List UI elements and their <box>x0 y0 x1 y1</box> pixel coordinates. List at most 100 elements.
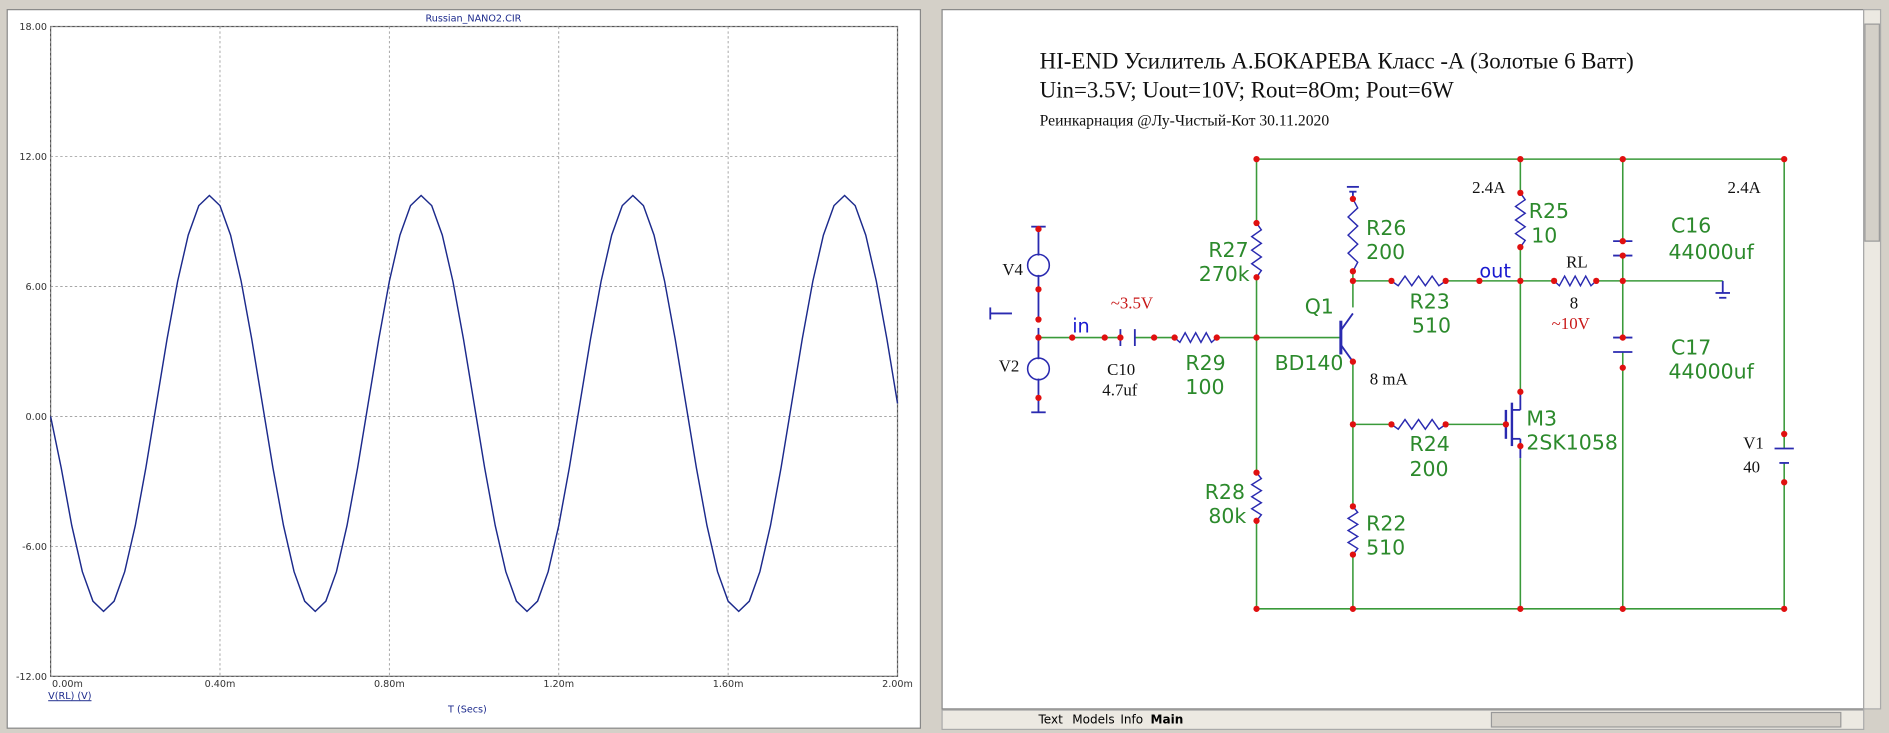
schematic-title: HI-END Усилитель А.БОКАРЕВА Класс -А (Зо… <box>1040 49 1634 74</box>
label: R27 <box>1208 238 1248 262</box>
label: V2 <box>999 356 1020 375</box>
node-dot <box>1101 334 1108 341</box>
x-tick-label: 1.20m <box>543 679 574 690</box>
tab[interactable]: Info <box>1120 712 1143 726</box>
label: 10 <box>1531 223 1557 247</box>
label: in <box>1072 315 1090 338</box>
node-dot <box>1035 316 1042 323</box>
tab[interactable]: Main <box>1151 712 1184 726</box>
node-dot <box>1619 237 1626 245</box>
node-dot <box>1253 605 1260 612</box>
node-dot <box>1517 442 1524 450</box>
node-dot <box>1349 421 1357 428</box>
node-dot <box>1213 334 1220 341</box>
label: R22 <box>1366 511 1406 535</box>
tab[interactable]: Models <box>1072 712 1114 726</box>
label: 80k <box>1208 504 1246 528</box>
label: 510 <box>1412 314 1451 338</box>
node-dot <box>1253 334 1260 341</box>
schematic: HI-END Усилитель А.БОКАРЕВА Класс -А (Зо… <box>989 49 1794 612</box>
y-tick-label: 6.00 <box>26 282 47 293</box>
y-tick-label: -6.00 <box>22 542 47 553</box>
node-dot <box>1502 421 1510 428</box>
node-dot <box>1253 156 1260 163</box>
symbol-line <box>1340 344 1354 363</box>
node-dot <box>1517 244 1524 251</box>
label: 200 <box>1410 457 1449 481</box>
label: 8 <box>1570 294 1578 313</box>
label: R26 <box>1366 216 1406 240</box>
node-dot <box>1253 517 1260 524</box>
node-dot <box>1517 156 1524 163</box>
node-dot <box>1253 469 1260 476</box>
node-dot <box>1388 277 1395 285</box>
node-dot <box>1349 605 1357 612</box>
resistor <box>1250 472 1263 522</box>
label: 2.4A <box>1728 178 1762 197</box>
node-dot <box>1517 388 1524 395</box>
label: R29 <box>1185 351 1225 375</box>
label: BD140 <box>1275 351 1344 375</box>
node-dot <box>1150 334 1158 341</box>
label: 2.4A <box>1472 178 1506 197</box>
label: R28 <box>1205 480 1245 504</box>
node-dot <box>1388 421 1395 428</box>
schematic-credit: Реинкарнация @Лу-Чистый-Кот 30.11.2020 <box>1040 112 1330 129</box>
schematic-subtitle: Uin=3.5V; Uout=10V; Rout=8Om; Pout=6W <box>1040 78 1454 103</box>
label: V4 <box>1002 260 1023 279</box>
node-dot <box>1517 605 1524 612</box>
h-scroll-thumb[interactable] <box>1490 711 1842 728</box>
node-dot <box>1781 479 1788 486</box>
x-tick-label: 0.40m <box>205 679 236 690</box>
node-dot <box>1035 286 1042 293</box>
schematic-pane <box>941 9 1865 710</box>
label: RL <box>1566 253 1588 272</box>
label: 44000uf <box>1669 240 1755 264</box>
node-dot <box>1069 334 1076 341</box>
label: R23 <box>1410 290 1450 314</box>
node-dot <box>1349 503 1357 510</box>
label: out <box>1479 259 1511 282</box>
label: Q1 <box>1305 294 1334 318</box>
tabs: Text Models Info Main <box>1037 712 1183 726</box>
resistor <box>1553 274 1597 288</box>
label: C16 <box>1671 214 1711 238</box>
node-dot <box>1349 277 1357 285</box>
resistor <box>1347 198 1359 272</box>
node-dot <box>1593 277 1600 285</box>
node-dot <box>1781 605 1788 612</box>
resistor <box>1250 222 1263 278</box>
series-line <box>49 194 899 613</box>
node-dot <box>1171 334 1178 341</box>
node-dot <box>1349 195 1357 203</box>
y-tick-label: -12.00 <box>16 672 47 683</box>
resistor <box>1346 505 1360 556</box>
label: 200 <box>1366 240 1405 264</box>
resistor <box>1174 331 1218 344</box>
x-tick-label: 0.80m <box>374 679 405 690</box>
resistor <box>1391 418 1447 431</box>
label: 40 <box>1743 458 1760 477</box>
label: V1 <box>1743 433 1764 452</box>
tab[interactable]: Text <box>1037 712 1063 726</box>
source <box>1026 253 1051 277</box>
node-dot <box>1349 551 1357 558</box>
y-tick-label: 12.00 <box>19 152 47 163</box>
x-tick-label: 0.00m <box>52 679 83 690</box>
node-dot <box>1476 277 1483 285</box>
node-dot <box>1117 334 1124 341</box>
label: 2SK1058 <box>1526 431 1617 455</box>
resistor <box>1391 274 1447 287</box>
node-dot <box>1619 605 1626 612</box>
node-dot <box>1253 219 1260 227</box>
plot: Russian_NANO2.CIR T (Secs) V(RL) (V) -12… <box>16 14 913 716</box>
x-axis-label: T (Secs) <box>447 705 487 716</box>
node-dot <box>1619 277 1626 285</box>
scroll-thumb[interactable] <box>1864 23 1880 242</box>
node-dot <box>1253 274 1260 281</box>
node-dot <box>1619 252 1626 259</box>
node-dot <box>1349 358 1357 365</box>
label: R25 <box>1529 199 1569 223</box>
